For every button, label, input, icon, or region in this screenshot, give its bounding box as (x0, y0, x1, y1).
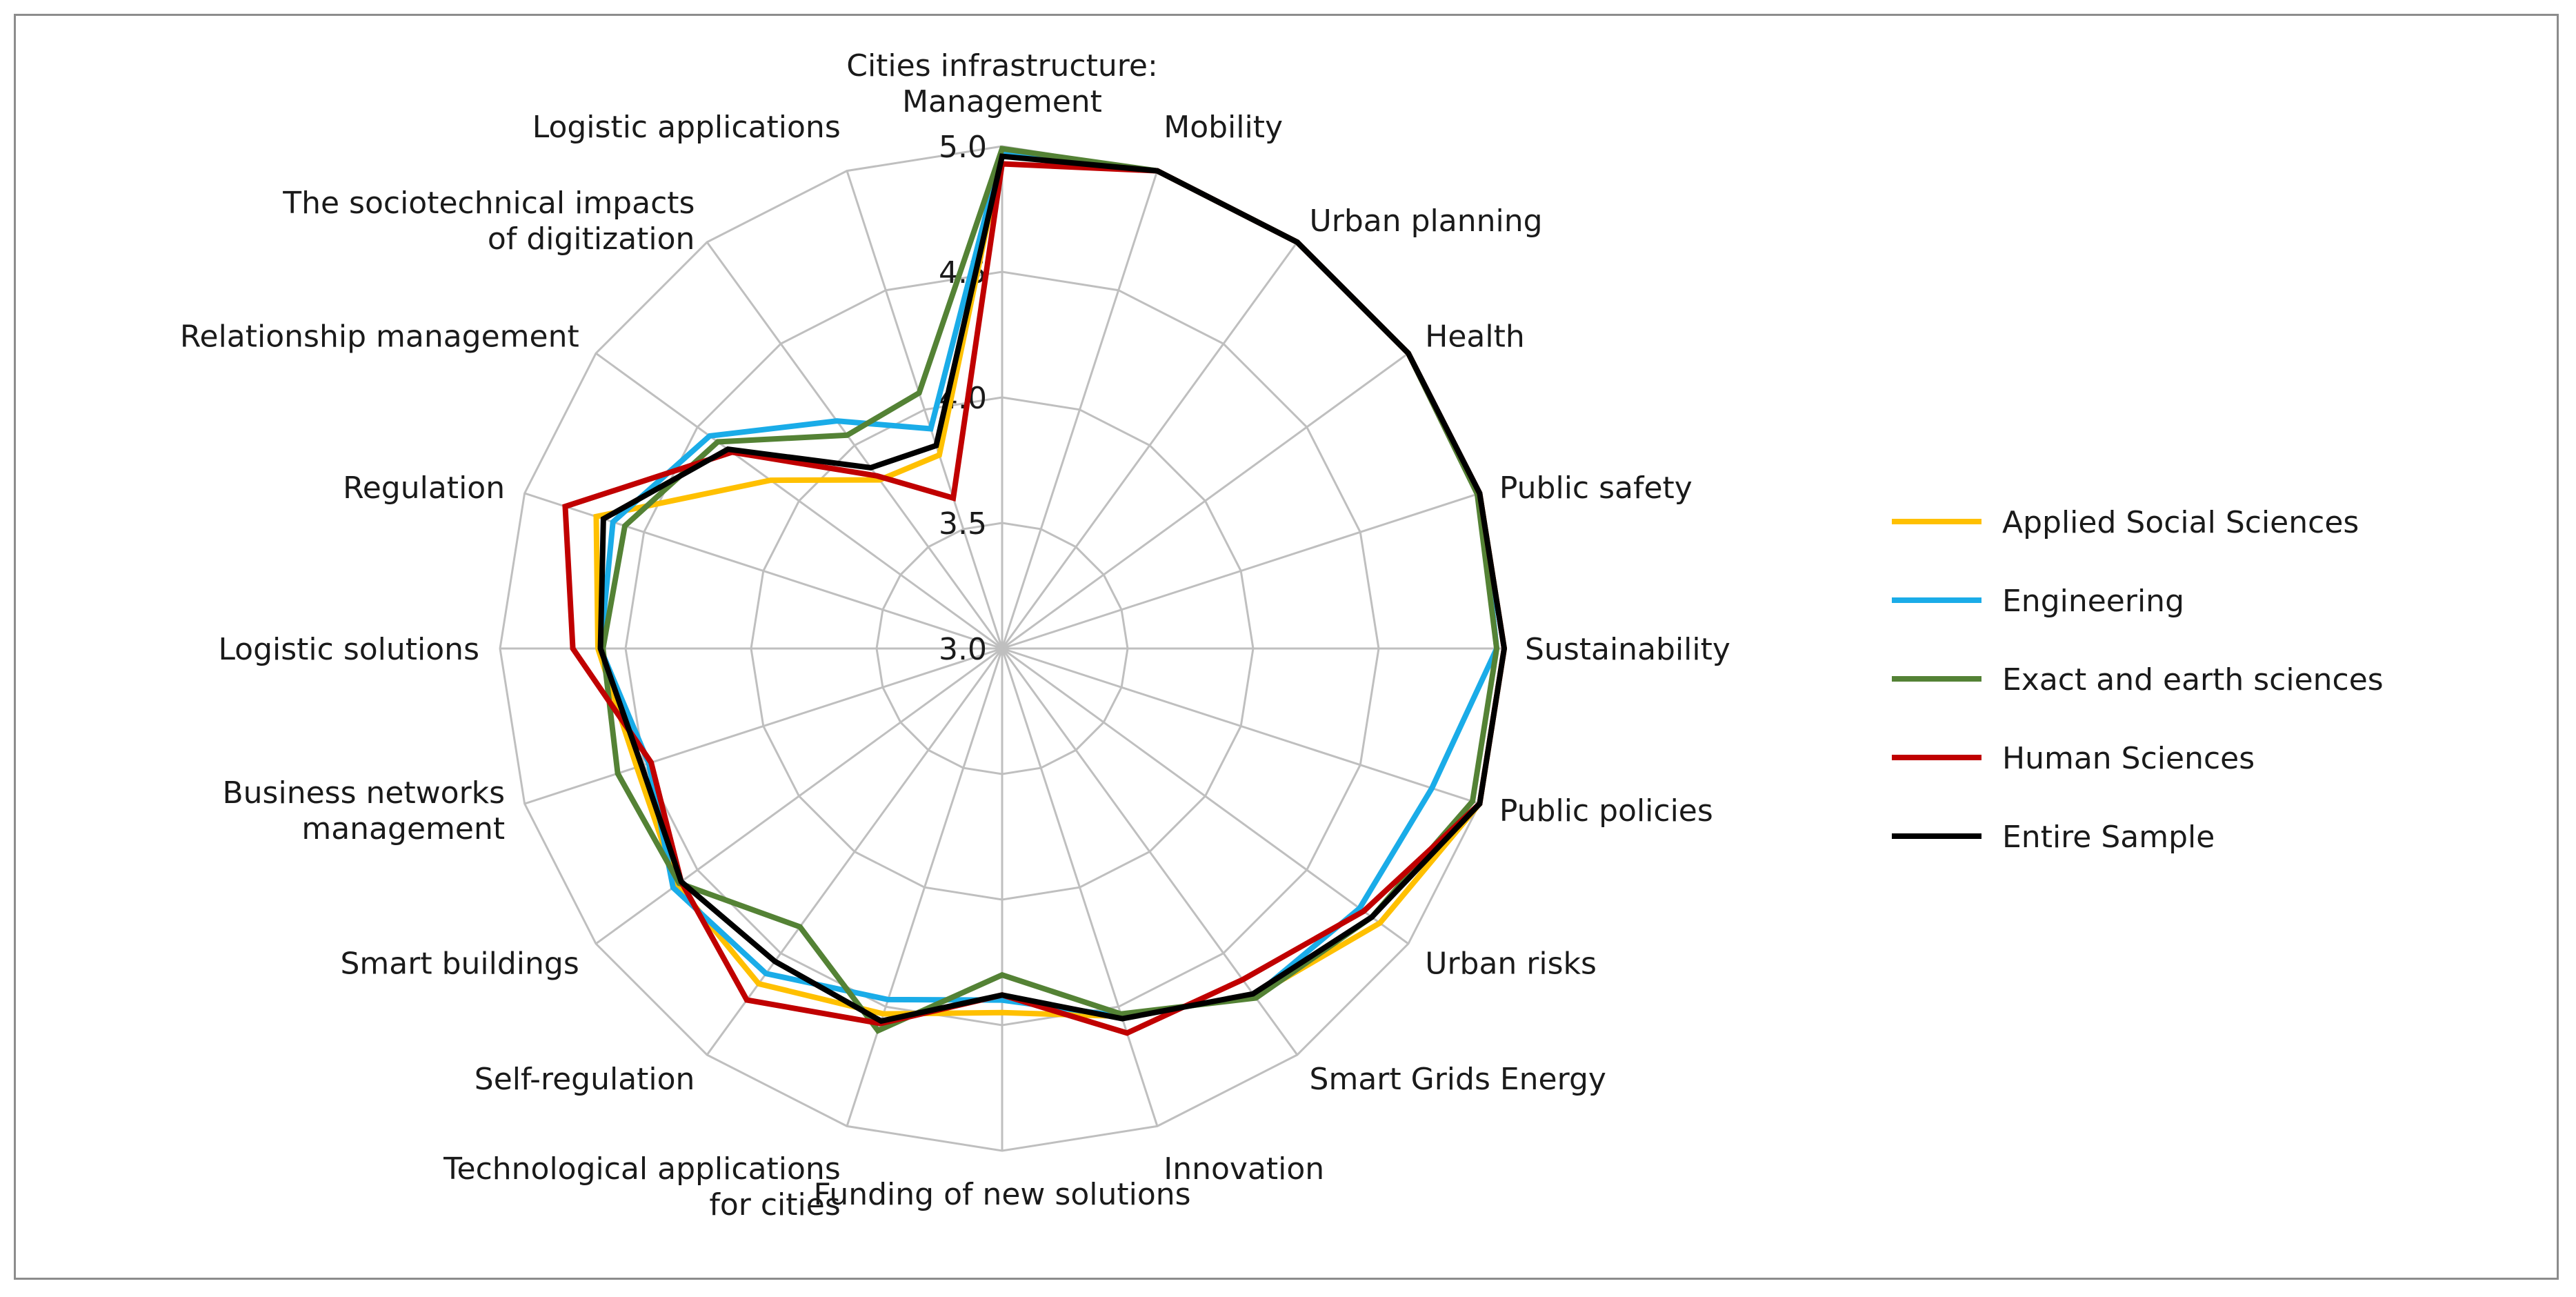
category-label-15: Logistic solutions (218, 632, 479, 667)
category-label-8: Smart Grids Energy (1310, 1062, 1606, 1097)
grid-spoke-4 (1001, 492, 1480, 650)
category-label-13: Smart buildings (341, 947, 579, 982)
category-label-11: Technological applications for cities (443, 1151, 841, 1222)
category-label-4: Public safety (1499, 471, 1693, 506)
grid-spoke-12 (706, 648, 1004, 1056)
category-label-16: Regulation (343, 471, 505, 506)
grid-spoke-14 (524, 647, 1003, 805)
legend-label-4: Entire Sample (2002, 820, 2215, 855)
grid (499, 145, 1506, 1152)
category-label-17: Relationship management (180, 319, 579, 354)
tick-label-4: 5.0 (939, 130, 987, 165)
grid-spoke-13 (595, 647, 1003, 945)
legend-label-2: Exact and earth sciences (2002, 662, 2384, 697)
tick-label-1: 3.5 (939, 506, 987, 542)
grid-spoke-3 (1001, 352, 1409, 650)
category-label-6: Public policies (1499, 793, 1713, 829)
category-label-3: Health (1425, 319, 1524, 354)
grid-spoke-9 (1001, 648, 1159, 1127)
legend: Applied Social Sciences Engineering Exact … (1892, 505, 2384, 855)
series-lines (562, 146, 1508, 1036)
category-label-19: Logistic applications (532, 110, 841, 145)
grid-spoke-8 (1001, 648, 1299, 1056)
grid-spoke-19 (846, 170, 1004, 649)
chart-frame: 3.0 3.5 4.0 4.5 5.0 Cities infrastructure: Ma… (14, 14, 2559, 1280)
category-label-5: Sustainability (1525, 632, 1730, 667)
category-label-1: Mobility (1164, 110, 1283, 145)
category-labels: Cities infrastructure: ManagementMobility… (180, 48, 1730, 1222)
grid-spoke-11 (846, 648, 1004, 1127)
grid-spoke-18 (706, 241, 1004, 649)
category-label-2: Urban planning (1310, 204, 1543, 239)
legend-label-1: Engineering (2002, 584, 2184, 619)
grid-spoke-1 (1001, 170, 1159, 649)
legend-label-3: Human Sciences (2002, 741, 2255, 776)
tick-label-0: 3.0 (939, 632, 987, 667)
category-label-14: Business networks management (222, 775, 505, 846)
grid-spoke-17 (595, 352, 1003, 650)
category-label-0: Cities infrastructure: Management (846, 48, 1158, 119)
grid-spoke-6 (1001, 647, 1480, 805)
category-label-9: Innovation (1164, 1151, 1324, 1187)
category-label-10: Funding of new solutions (813, 1177, 1190, 1212)
grid-spoke-7 (1001, 647, 1409, 945)
category-label-18: The sociotechnical impacts of digitizatio… (282, 186, 695, 257)
grid-spoke-2 (1001, 241, 1299, 649)
category-label-7: Urban risks (1425, 947, 1597, 982)
radar-chart: 3.03.54.04.55.0 Cities infrastructure: Ma… (180, 48, 2384, 1222)
category-label-12: Self-regulation (475, 1062, 695, 1097)
series-line-4 (597, 153, 1508, 1024)
legend-label-0: Applied Social Sciences (2002, 505, 2359, 540)
